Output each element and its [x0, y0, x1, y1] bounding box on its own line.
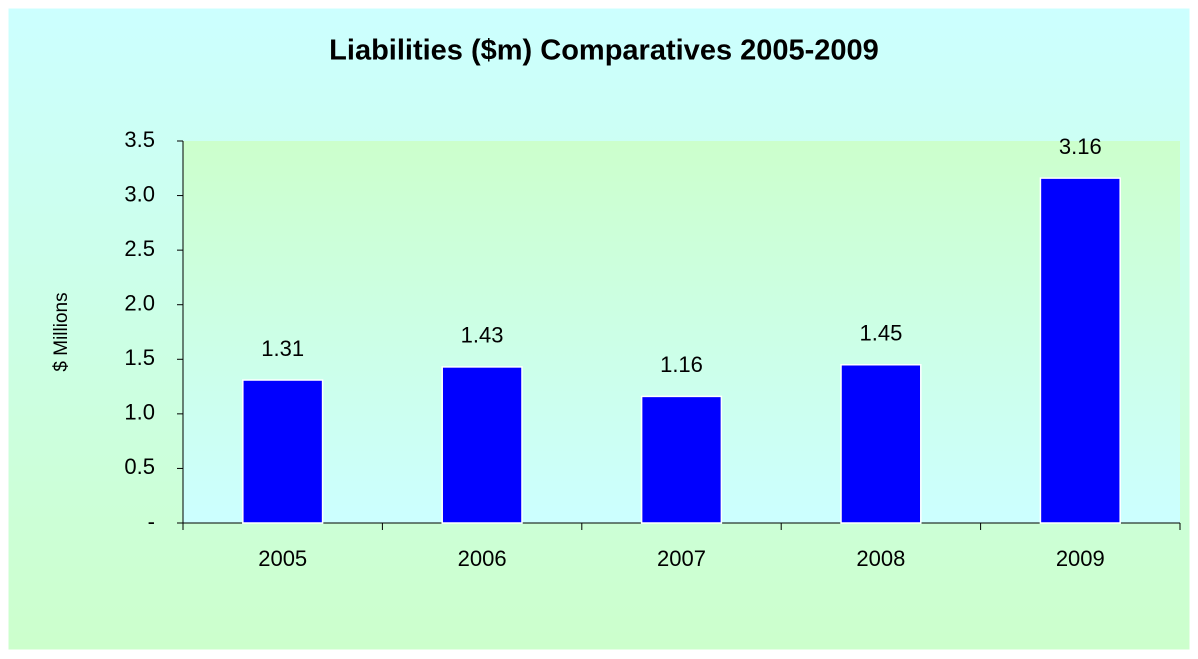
y-tick-label: 2.5	[124, 236, 155, 261]
data-label: 1.43	[461, 323, 504, 348]
data-label: 1.16	[660, 352, 703, 377]
y-tick-label: -	[148, 509, 155, 534]
y-axis-label: $ Millions	[51, 292, 72, 371]
bar	[1039, 177, 1121, 524]
bar	[242, 379, 324, 524]
x-tick-label: 2009	[1056, 546, 1105, 571]
x-tick-label: 2007	[657, 546, 706, 571]
data-label: 1.45	[859, 321, 902, 346]
bar	[640, 395, 723, 524]
data-label: 3.16	[1059, 134, 1102, 159]
y-tick-label: 0.5	[124, 454, 155, 479]
data-label: 1.31	[261, 336, 304, 361]
x-tick-label: 2006	[458, 546, 507, 571]
y-tick-label: 3.5	[124, 127, 155, 152]
chart-title: Liabilities ($m) Comparatives 2005-2009	[329, 35, 879, 67]
x-tick-label: 2005	[258, 546, 307, 571]
y-tick-label: 1.5	[124, 345, 155, 370]
y-tick-label: 3.0	[124, 181, 155, 206]
x-tick-label: 2008	[856, 546, 905, 571]
y-tick-label: 1.0	[124, 400, 155, 425]
bar	[441, 366, 523, 524]
y-tick-label: 2.0	[124, 291, 155, 316]
bar	[840, 363, 922, 524]
